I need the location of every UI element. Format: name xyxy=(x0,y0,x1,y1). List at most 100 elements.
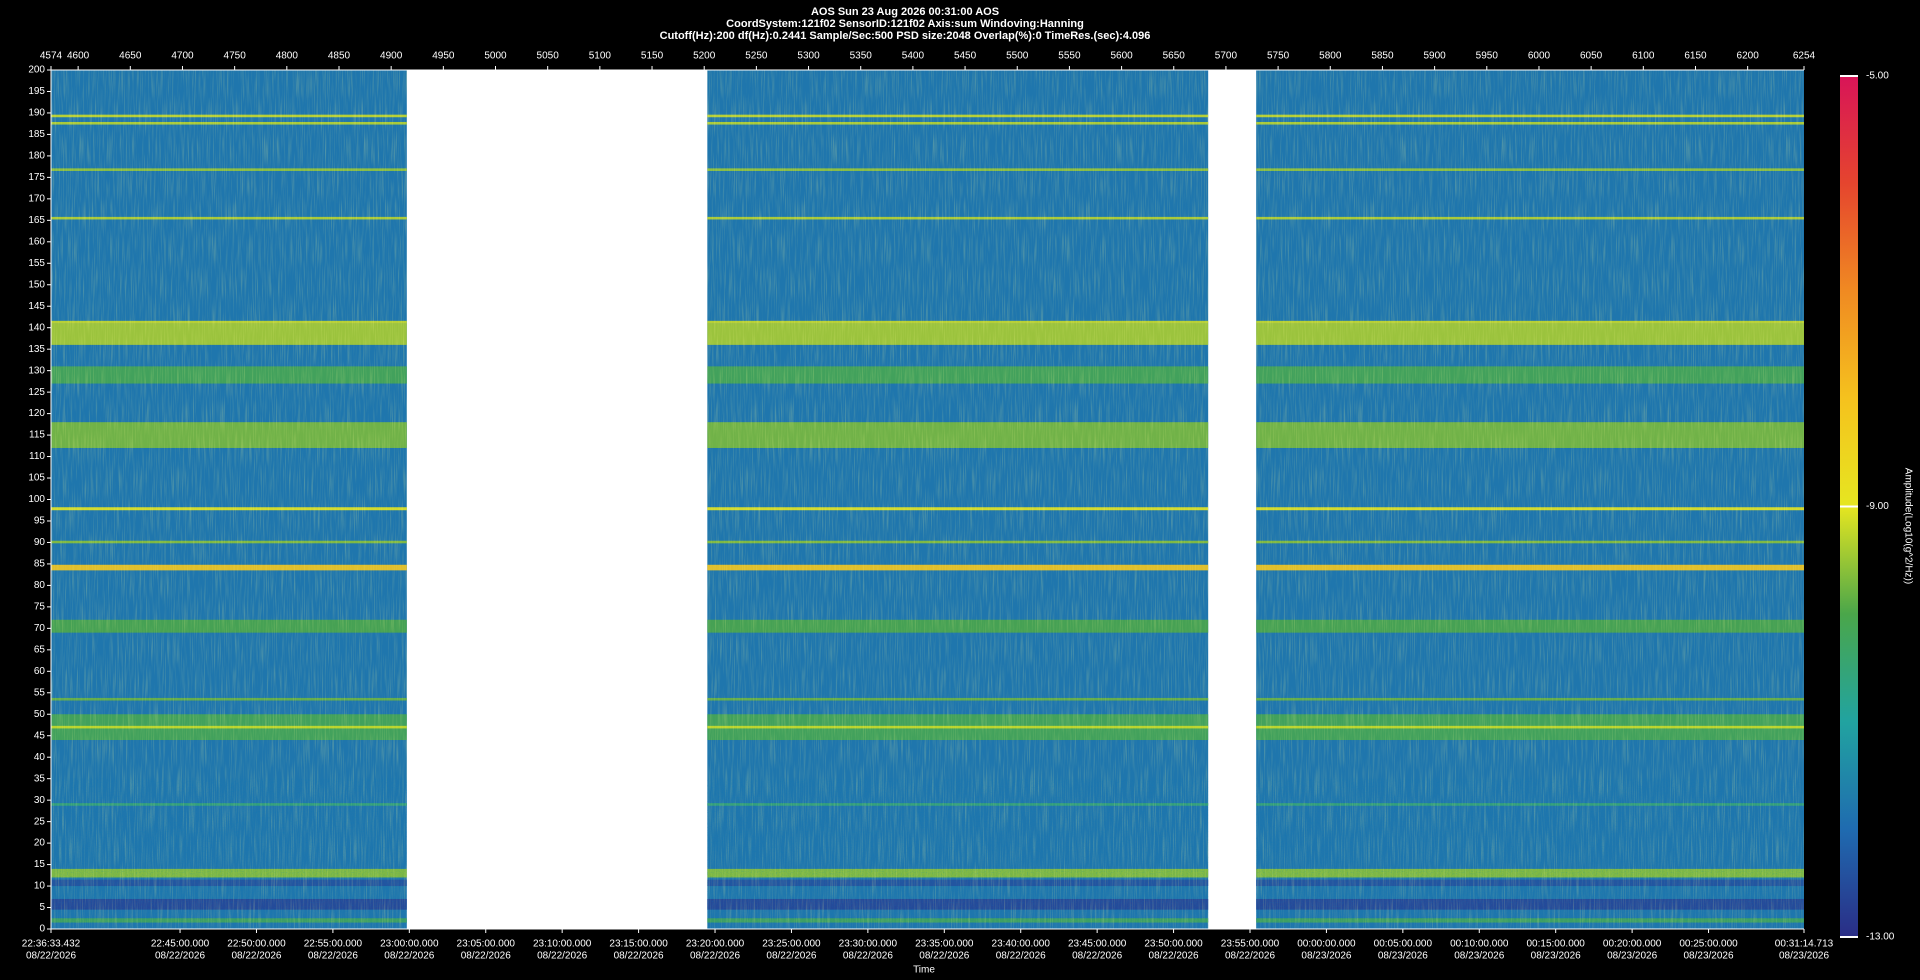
x2-tick-label: 5000 xyxy=(484,51,507,62)
y-tick-label: 10 xyxy=(34,881,46,892)
x-tick-date: 08/23/2026 xyxy=(1779,951,1829,962)
y-tick-label: 110 xyxy=(29,451,45,462)
x2-tick-label: 6254 xyxy=(1793,51,1816,62)
y-tick-label: 105 xyxy=(28,473,45,484)
x2-tick-label: 5150 xyxy=(641,51,664,62)
y-tick-label: 0 xyxy=(39,924,45,935)
x-tick-label: 23:35:00.000 xyxy=(915,939,974,950)
x2-tick-label: 4600 xyxy=(67,51,90,62)
info-line: CoordSystem:121f02 SensorID:121f02 Axis:… xyxy=(726,18,1084,30)
x-tick-label: 22:45:00.000 xyxy=(151,939,210,950)
y-tick-label: 80 xyxy=(34,580,46,591)
x-tick-label: 23:30:00.000 xyxy=(839,939,898,950)
y-tick-label: 175 xyxy=(28,172,45,183)
x-tick-date: 08/23/2026 xyxy=(1684,951,1734,962)
y-tick-label: 180 xyxy=(28,151,45,162)
y-tick-label: 20 xyxy=(34,838,46,849)
x-axis-title: Time xyxy=(913,965,935,976)
x2-tick-label: 4700 xyxy=(171,51,194,62)
y-tick-label: 170 xyxy=(28,193,45,204)
x2-tick-label: 5450 xyxy=(954,51,977,62)
x-tick-label: 00:10:00.000 xyxy=(1450,939,1509,950)
y-tick-label: 45 xyxy=(34,730,46,741)
y-tick-label: 165 xyxy=(28,215,45,226)
y-tick-label: 35 xyxy=(34,773,46,784)
x2-tick-label: 5300 xyxy=(797,51,820,62)
x2-tick-label: 5900 xyxy=(1423,51,1446,62)
y-tick-label: 95 xyxy=(34,516,46,527)
x2-tick-label: 6000 xyxy=(1528,51,1551,62)
x-tick-date: 08/22/2026 xyxy=(843,951,893,962)
x-tick-date: 08/22/2026 xyxy=(1149,951,1199,962)
texture-overlay xyxy=(51,778,407,929)
x2-tick-label: 5400 xyxy=(902,51,925,62)
colorbar-tick-label: -9.00 xyxy=(1866,501,1889,512)
texture-overlay xyxy=(707,778,1209,929)
x2-tick-label: 5200 xyxy=(693,51,716,62)
y-tick-label: 195 xyxy=(28,86,45,97)
y-tick-label: 65 xyxy=(34,644,46,655)
x-tick-date: 08/22/2026 xyxy=(614,951,664,962)
x-tick-date: 08/23/2026 xyxy=(1301,951,1351,962)
x-tick-label: 22:50:00.000 xyxy=(227,939,286,950)
x-tick-date: 08/22/2026 xyxy=(26,951,76,962)
y-tick-label: 135 xyxy=(28,344,45,355)
y-tick-label: 125 xyxy=(28,387,45,398)
x2-tick-label: 5700 xyxy=(1215,51,1238,62)
x-tick-date: 08/22/2026 xyxy=(461,951,511,962)
x-tick-label: 23:55:00.000 xyxy=(1221,939,1280,950)
x-tick-date: 08/23/2026 xyxy=(1531,951,1581,962)
x2-tick-label: 4800 xyxy=(276,51,299,62)
x2-tick-label: 6050 xyxy=(1580,51,1603,62)
x-tick-date: 08/23/2026 xyxy=(1378,951,1428,962)
x-tick-date: 08/22/2026 xyxy=(766,951,816,962)
y-tick-label: 115 xyxy=(29,430,45,441)
x2-tick-label: 5600 xyxy=(1110,51,1133,62)
colorbar-title: Amplitude(Log10(g^2/Hz)) xyxy=(1902,468,1913,584)
x-tick-date: 08/23/2026 xyxy=(1607,951,1657,962)
y-tick-label: 85 xyxy=(34,559,46,570)
x2-tick-label: 6200 xyxy=(1737,51,1760,62)
x-tick-date: 08/22/2026 xyxy=(231,951,281,962)
x2-tick-label: 5850 xyxy=(1371,51,1394,62)
x-tick-label: 23:40:00.000 xyxy=(992,939,1051,950)
x-tick-date: 08/22/2026 xyxy=(1225,951,1275,962)
y-tick-label: 140 xyxy=(28,322,45,333)
y-tick-label: 90 xyxy=(34,537,46,548)
data-segment xyxy=(1256,70,1804,929)
x2-tick-label: 5950 xyxy=(1476,51,1499,62)
x-tick-label: 23:00:00.000 xyxy=(380,939,439,950)
x2-tick-label: 5550 xyxy=(1058,51,1081,62)
x-tick-label: 23:45:00.000 xyxy=(1068,939,1127,950)
x-tick-label: 00:00:00.000 xyxy=(1297,939,1356,950)
y-tick-label: 30 xyxy=(34,795,46,806)
x-tick-label: 23:20:00.000 xyxy=(686,939,745,950)
data-segment xyxy=(707,70,1209,929)
x2-tick-label: 5650 xyxy=(1163,51,1186,62)
y-tick-label: 160 xyxy=(28,236,45,247)
x-tick-label: 23:10:00.000 xyxy=(533,939,592,950)
x2-tick-label: 5500 xyxy=(1006,51,1029,62)
y-tick-label: 5 xyxy=(39,902,45,913)
x2-tick-label: 5800 xyxy=(1319,51,1342,62)
x-tick-label: 00:20:00.000 xyxy=(1603,939,1662,950)
x2-tick-label: 4750 xyxy=(224,51,247,62)
x2-tick-label: 6100 xyxy=(1632,51,1655,62)
y-tick-label: 60 xyxy=(34,666,46,677)
x2-tick-label: 5100 xyxy=(589,51,612,62)
x2-tick-label: 6150 xyxy=(1684,51,1707,62)
x-tick-date: 08/22/2026 xyxy=(690,951,740,962)
x-tick-label: 00:31:14.713 xyxy=(1775,939,1834,950)
y-tick-label: 130 xyxy=(28,365,45,376)
x-tick-label: 22:55:00.000 xyxy=(304,939,363,950)
y-tick-label: 55 xyxy=(34,687,46,698)
texture-overlay xyxy=(1256,778,1804,929)
x-tick-date: 08/22/2026 xyxy=(996,951,1046,962)
y-tick-label: 40 xyxy=(34,752,46,763)
x-tick-label: 22:36:33.432 xyxy=(22,939,81,950)
x2-tick-label: 4900 xyxy=(380,51,403,62)
x2-tick-label: 4650 xyxy=(119,51,142,62)
x2-tick-label: 5050 xyxy=(537,51,560,62)
x-tick-date: 08/22/2026 xyxy=(1072,951,1122,962)
